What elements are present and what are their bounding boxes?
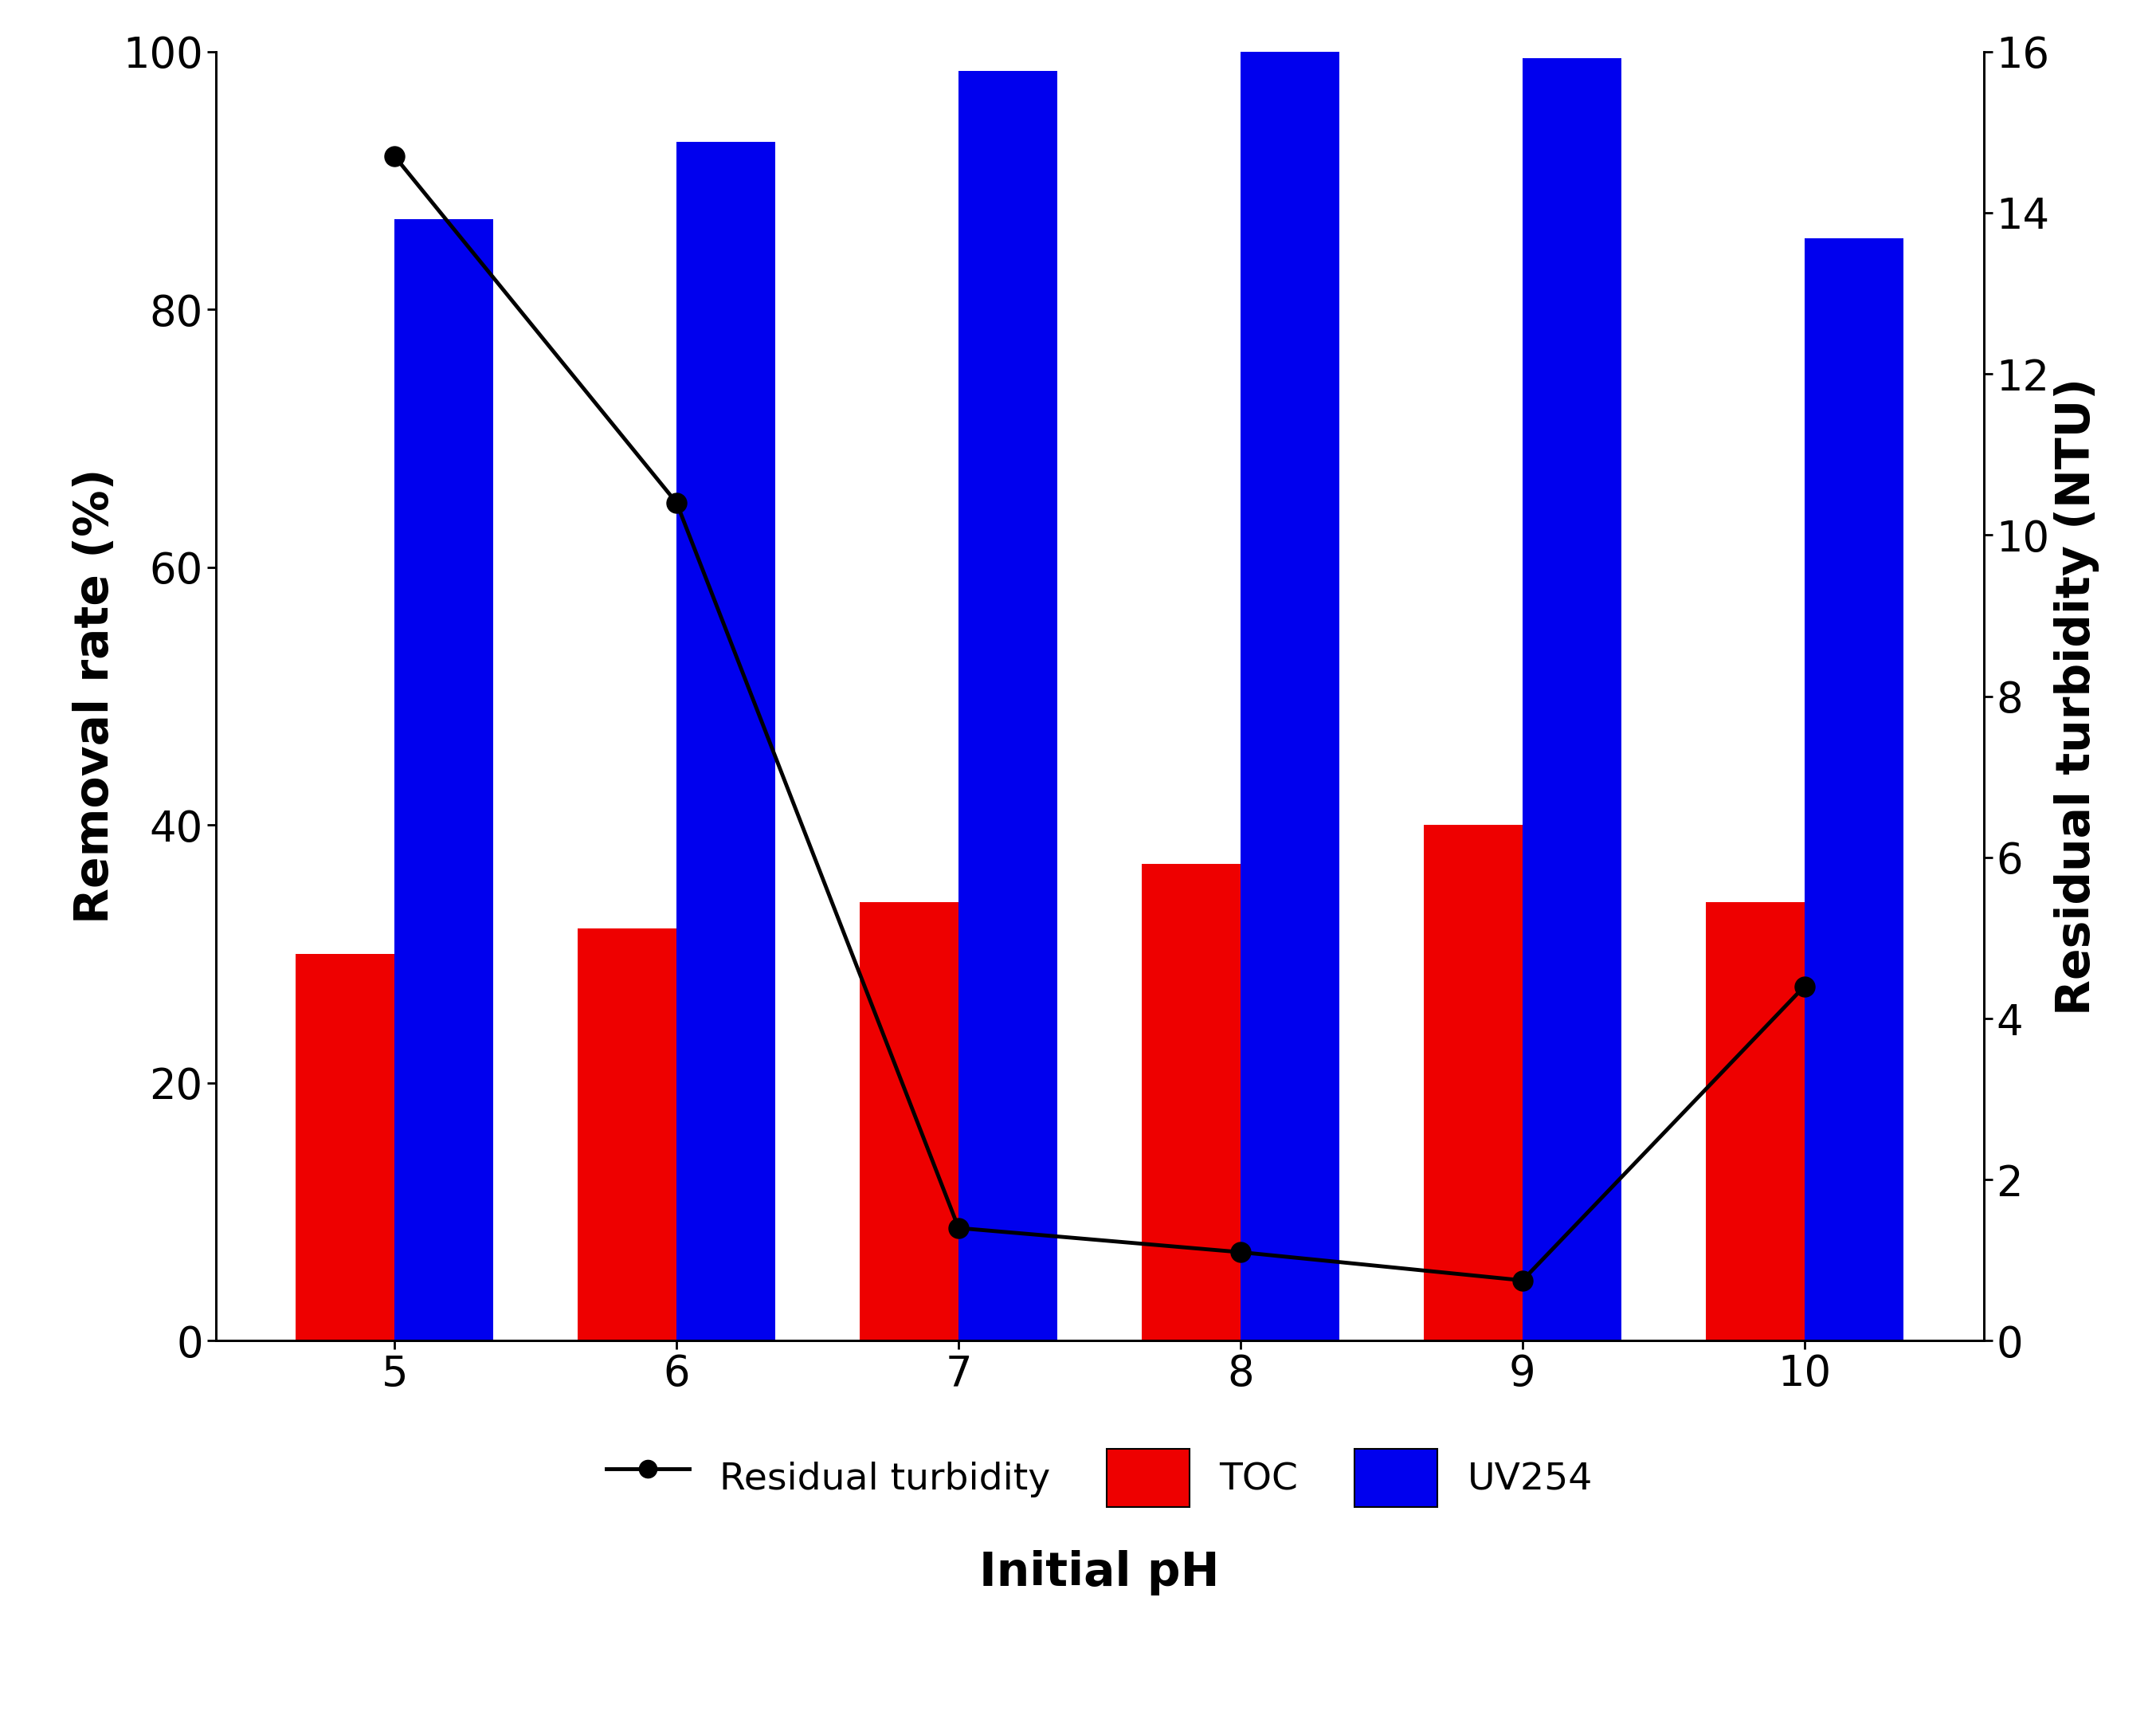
Bar [860, 902, 959, 1341]
Legend: Residual turbidity, TOC, UV254: Residual turbidity, TOC, UV254 [591, 1434, 1608, 1521]
Bar [1240, 52, 1339, 1341]
Residual turbidity [1509, 1270, 1535, 1291]
Residual turbidity [664, 492, 690, 512]
Bar [1423, 825, 1522, 1341]
Residual turbidity [1227, 1241, 1253, 1262]
Bar [578, 928, 677, 1341]
Residual turbidity [946, 1217, 972, 1238]
Y-axis label: Removal rate (%): Removal rate (%) [73, 469, 119, 923]
Bar [395, 220, 494, 1341]
Residual turbidity [382, 146, 407, 167]
Bar [677, 143, 776, 1341]
X-axis label: Initial pH: Initial pH [979, 1551, 1220, 1595]
Bar [1143, 863, 1240, 1341]
Y-axis label: Residual turbidity (NTU): Residual turbidity (NTU) [2055, 378, 2100, 1014]
Residual turbidity [1792, 976, 1818, 997]
Bar [1522, 58, 1621, 1341]
Line: Residual turbidity: Residual turbidity [384, 146, 1815, 1291]
Bar [959, 70, 1056, 1341]
Bar [1705, 902, 1805, 1341]
Bar [1805, 239, 1904, 1341]
Bar [295, 954, 395, 1341]
